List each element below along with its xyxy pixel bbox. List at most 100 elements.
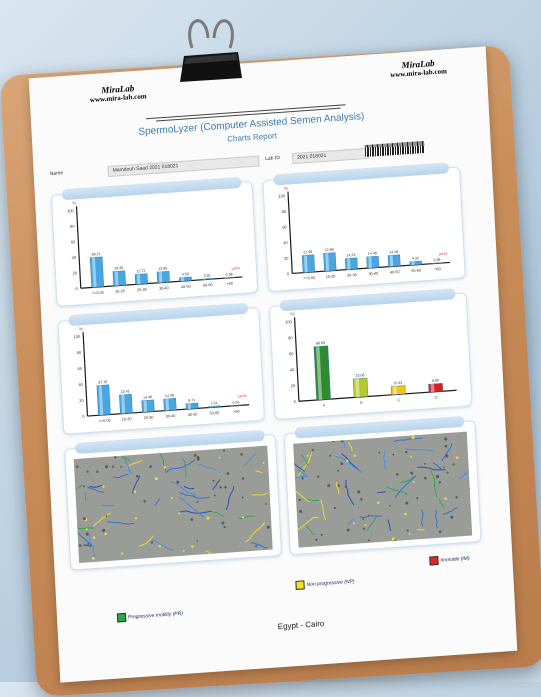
sperm-track [435,510,437,529]
sperm-cell [143,500,146,503]
data-label: 66.69 [316,341,325,346]
sperm-track [433,462,441,469]
sperm-cell [444,437,447,440]
name-label: Name [50,170,64,177]
lab-id-value: 2021 018021 [297,153,326,161]
sperm-cell [456,456,459,459]
bar-highlight [368,257,372,268]
y-axis [76,206,80,288]
y-tick-label: 100 [67,208,75,214]
x-tick-label: 30-40 [159,286,169,291]
binder-clip [172,8,250,86]
data-label: 10.33 [393,381,402,386]
y-tick-label: 20 [284,256,289,261]
sperm-cell [265,503,267,505]
sperm-cell [218,457,220,459]
sperm-track [321,499,326,520]
x-tick-label: 10-20 [326,274,336,279]
y-tick-label: 80 [288,335,293,340]
name-field: Mamdouh Saad 2021 018021 [107,155,259,177]
sperm-cell [334,507,336,509]
sperm-track [346,480,354,506]
legend-label: Non progressive (NP) [306,579,354,588]
data-label: 0.36 [226,272,233,276]
bar-highlight [210,406,213,407]
track-overlay [74,446,273,563]
legend-progressive: Progressive motility (PR) [117,609,183,623]
y-tick-label: 0 [82,414,85,419]
data-label: 14.28 [389,250,398,255]
sperm-cell [341,440,344,443]
y-tick-label: 20 [72,270,77,275]
sperm-cell [378,452,380,454]
y-tick-label: 40 [72,255,77,260]
y-tick-label: 100 [73,334,81,340]
y-tick-label: 20 [291,383,296,388]
sperm-track [102,504,114,506]
sperm-cell [413,481,415,483]
sperm-cell [347,529,350,532]
y-unit-label: % [284,186,288,191]
legend-swatch [117,613,126,623]
data-label: 14.49 [165,393,174,398]
sperm-cell [452,463,454,465]
bar-highlight [143,400,147,412]
sperm-cell [443,467,445,469]
sperm-cell [92,557,95,560]
sperm-cell [223,449,225,451]
sperm-cell [194,454,197,457]
y-tick-label: 80 [70,224,75,229]
y-tick-label: 80 [281,209,286,214]
sperm-cell [155,477,158,480]
track-image-panel-1 [64,434,282,571]
lab-header-left: MiraLab www.mira-lab.com [89,82,147,104]
sperm-track [93,513,112,527]
sperm-cell [120,466,122,468]
sperm-cell [439,530,442,533]
sperm-track [206,550,219,558]
lab-id-field: 2021 018021 [292,148,369,164]
sperm-cell [219,486,222,489]
sperm-cell [444,497,447,500]
sperm-track [155,499,160,506]
photo-scene: MiraLab www.mira-lab.com MiraLab www.mir… [0,0,541,682]
sperm-cell [176,481,179,484]
sperm-cell [444,445,447,448]
y-tick-label: 60 [77,366,82,371]
sperm-cell [357,490,360,493]
sperm-cell [196,540,198,542]
bar [410,261,422,265]
sperm-track [74,485,83,497]
sperm-cell [327,484,330,487]
sperm-cell [340,462,343,465]
sperm-cell [197,501,199,503]
bar [179,277,191,281]
y-tick-label: 60 [71,239,76,244]
sperm-track [183,459,187,477]
data-label: 4.59 [182,272,189,276]
sperm-cell [171,497,173,499]
y-axis [288,192,292,274]
data-label: 18.45 [114,266,123,271]
x-tick-label: 40-50 [181,285,191,290]
bar-highlight [159,272,163,283]
x-tick-label: 40-50 [188,412,198,417]
sperm-cell [96,470,98,472]
track-overlay [293,432,472,548]
sperm-track [293,485,309,504]
sperm-track [421,509,424,526]
sperm-cell [121,552,123,554]
x-tick-label: 50-60 [210,411,220,416]
sperm-cell [191,545,194,548]
footer-location: Egypt - Cairo [278,619,325,631]
sperm-cell [93,536,96,539]
sperm-track [199,463,216,472]
y-tick-label: 40 [283,240,288,245]
sperm-cell [223,526,225,528]
name-value: Mamdouh Saad 2021 018021 [113,163,179,174]
sperm-track [238,516,254,519]
sperm-cell [102,529,105,532]
data-label: 6.71 [188,398,195,402]
